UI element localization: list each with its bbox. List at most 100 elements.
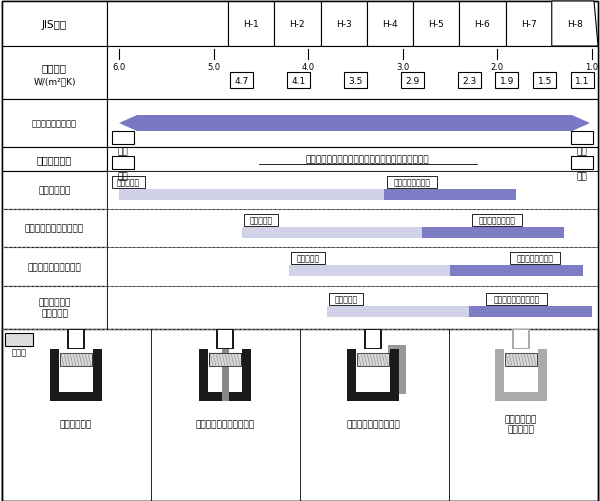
Bar [571,73,594,89]
Bar [450,266,583,277]
Bar [274,2,320,47]
Bar [422,227,563,238]
Bar [209,353,241,366]
Bar [390,349,399,401]
Bar [538,349,547,401]
Bar [344,73,367,89]
Bar [2,100,107,148]
Text: H-3: H-3 [336,20,352,29]
Bar [107,172,598,209]
Bar [229,365,242,392]
Bar [67,329,85,349]
Text: 1.0: 1.0 [586,63,599,71]
Text: H-2: H-2 [290,20,305,29]
Bar [390,349,399,401]
Text: 熱貫流率: 熱貫流率 [42,63,67,73]
Bar [93,349,102,401]
Bar [218,330,232,348]
Text: 高い: 高い [577,172,587,181]
Bar [2,47,107,100]
Bar [2,209,107,247]
Bar [107,47,598,100]
Bar [5,333,33,346]
Bar [69,330,83,348]
Text: 3.0: 3.0 [396,63,409,71]
Text: 単板ガラス: 単板ガラス [117,178,140,187]
Bar [59,365,93,392]
Bar [504,365,538,392]
Text: アルミ熱遷断構造サッシ: アルミ熱遷断構造サッシ [196,420,254,429]
Bar [2,329,598,501]
Bar [388,345,406,394]
Text: 4.1: 4.1 [292,76,306,85]
Polygon shape [119,116,590,132]
Text: 低放射複層ガラス: 低放射複層ガラス [517,254,554,263]
Bar [495,349,504,401]
Text: 樹脂製サッシ
木製サッシ: 樹脂製サッシ 木製サッシ [38,298,71,318]
Text: 1.5: 1.5 [538,76,552,85]
Bar [514,330,528,348]
Text: アルミ熱遷断構造サッシ: アルミ熱遷断構造サッシ [25,224,84,233]
Text: サッシとガラスの組合せによる断熱性能のイメージ: サッシとガラスの組合せによる断熱性能のイメージ [305,155,430,164]
Bar [199,349,208,401]
Text: アルミサッシ: アルミサッシ [60,420,92,429]
Text: H-4: H-4 [382,20,398,29]
Bar [533,73,556,89]
Bar [571,132,593,145]
Text: サッシの構造: サッシの構造 [37,155,72,165]
Text: 5.0: 5.0 [207,63,220,71]
Bar [327,307,469,317]
Bar [2,148,107,172]
Text: H-1: H-1 [243,20,259,29]
Bar [292,253,325,265]
Text: 複層ガラス: 複層ガラス [296,254,320,263]
Text: 4.0: 4.0 [302,63,315,71]
Bar [320,2,367,47]
Bar [472,214,523,226]
Bar [347,349,356,401]
Bar [107,2,228,47]
Text: 低い: 低い [118,172,128,181]
Bar [50,392,102,401]
Bar [387,176,437,188]
Polygon shape [552,2,598,47]
Text: 6.0: 6.0 [112,63,125,71]
Text: 低放射三層複層ガラス: 低放射三層複層ガラス [493,295,539,304]
Bar [208,365,242,392]
Text: JIS等級: JIS等級 [42,20,67,30]
Text: 1.1: 1.1 [575,76,590,85]
Bar [107,100,598,148]
Bar [413,2,459,47]
Text: W/(m²・K): W/(m²・K) [33,77,76,86]
Bar [289,266,450,277]
Text: H-6: H-6 [475,20,490,29]
Bar [2,247,107,287]
Bar [357,353,389,366]
Text: 複層ガラス: 複層ガラス [334,295,358,304]
Bar [287,73,310,89]
Bar [242,349,251,401]
Text: 低放射複層ガラス: 低放射複層ガラス [479,215,516,224]
Text: 3.5: 3.5 [349,76,362,85]
Text: 複層ガラス: 複層ガラス [250,215,272,224]
Bar [107,287,598,329]
Bar [364,329,382,349]
Bar [107,148,598,172]
Bar [459,2,505,47]
Text: 樹脂製サッシ
木製サッシ: 樹脂製サッシ 木製サッシ [505,414,537,434]
Bar [2,287,107,329]
Bar [112,157,134,170]
Bar [228,2,274,47]
Bar [112,132,134,145]
Bar [107,247,598,287]
Text: 2.9: 2.9 [405,76,419,85]
Bar [216,329,234,349]
Bar [347,392,399,401]
Bar [510,253,560,265]
Text: 断熱性能のイメージ: 断熱性能のイメージ [32,119,77,128]
Bar [112,176,145,188]
Bar [230,73,253,89]
Bar [458,73,481,89]
Text: H-8: H-8 [567,20,583,29]
Bar [199,392,251,401]
